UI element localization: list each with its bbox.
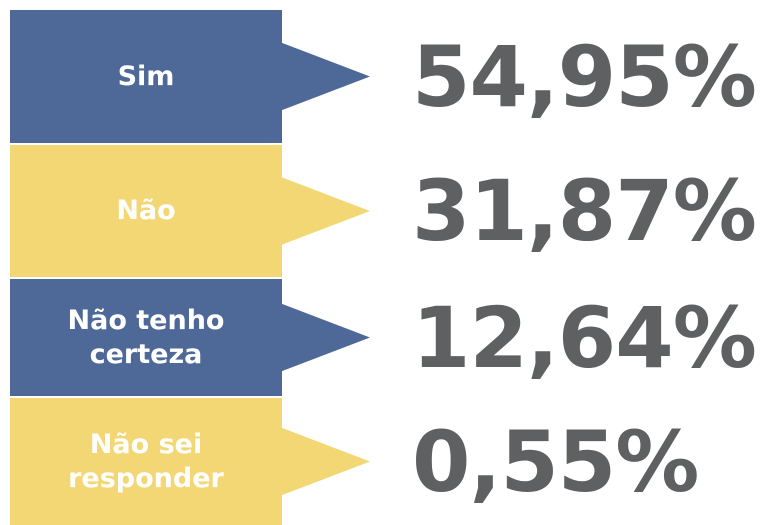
pointer bbox=[281, 177, 370, 245]
option-box: Sim bbox=[10, 10, 282, 143]
option-label: Não bbox=[116, 195, 176, 226]
option-value: 31,87% bbox=[412, 162, 757, 260]
pointer-shape bbox=[281, 177, 370, 245]
option-row: Não sei responder 0,55% bbox=[10, 398, 762, 525]
option-value: 12,64% bbox=[412, 288, 757, 387]
pointer bbox=[281, 427, 370, 496]
pointer-shape bbox=[281, 303, 370, 372]
pointer bbox=[281, 42, 370, 111]
option-box: Não tenho certeza bbox=[10, 279, 282, 396]
option-box: Não bbox=[10, 145, 282, 277]
option-value: 0,55% bbox=[412, 412, 699, 511]
pointer-shape bbox=[281, 427, 370, 496]
option-label: Não sei responder bbox=[68, 428, 224, 494]
pointer bbox=[281, 303, 370, 372]
option-label: Sim bbox=[117, 60, 175, 92]
option-box: Não sei responder bbox=[10, 398, 282, 525]
option-value: 54,95% bbox=[412, 27, 757, 126]
option-row: Não 31,87% bbox=[10, 145, 762, 277]
pointer-shape bbox=[281, 42, 370, 111]
option-row: Não tenho certeza 12,64% bbox=[10, 279, 762, 396]
option-label: Não tenho certeza bbox=[67, 304, 225, 370]
option-row: Sim 54,95% bbox=[10, 10, 762, 143]
